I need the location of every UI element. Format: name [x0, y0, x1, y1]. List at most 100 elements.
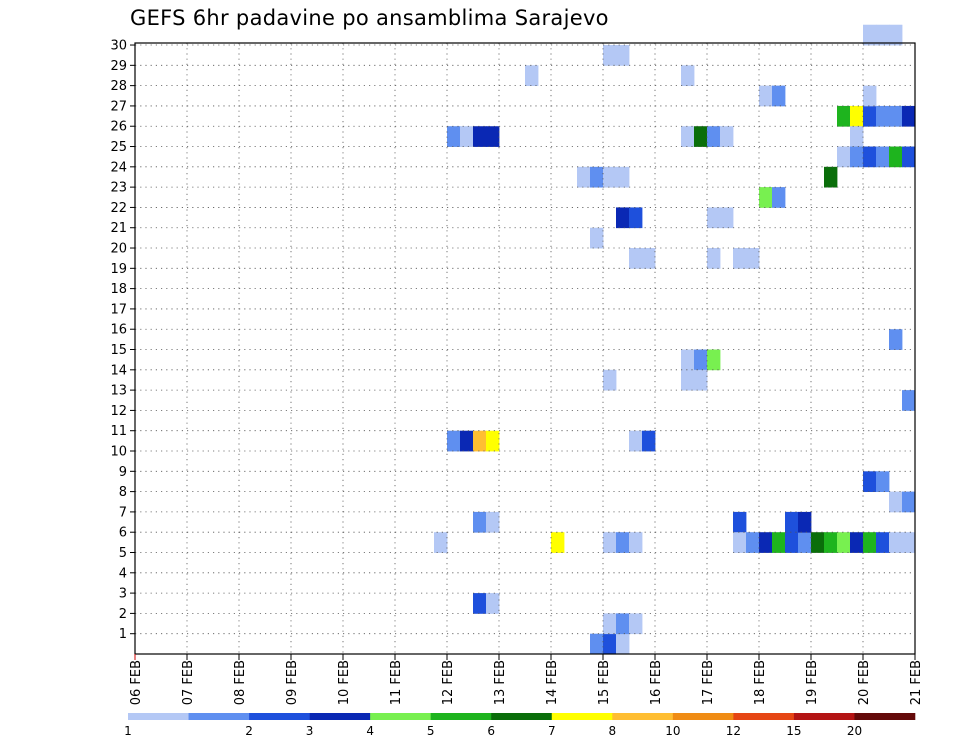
precip-cell	[759, 85, 773, 107]
precip-cell	[863, 85, 877, 107]
colorbar-segment	[370, 713, 431, 720]
y-tick-label: 23	[110, 181, 127, 196]
precip-cell	[902, 532, 916, 553]
colorbar-label: 15	[786, 724, 801, 738]
colorbar-segment	[249, 713, 310, 720]
precip-cell	[629, 430, 643, 452]
x-tick-label: 07 FEB	[181, 660, 196, 705]
precip-cell	[629, 207, 643, 229]
precip-cell	[889, 105, 903, 127]
precip-cell	[850, 532, 864, 553]
precip-cell	[603, 45, 617, 66]
precip-cell	[681, 65, 695, 87]
precip-cell	[837, 532, 851, 553]
colorbar-segment	[188, 713, 250, 720]
colorbar-segment	[854, 713, 916, 720]
y-tick-label: 2	[119, 607, 127, 622]
precip-cell	[486, 593, 500, 614]
precip-cell	[811, 532, 825, 553]
precip-cell	[876, 105, 890, 127]
precip-cell	[824, 166, 838, 188]
precip-cell	[473, 511, 487, 533]
y-tick-label: 4	[119, 566, 127, 581]
x-tick-label: 10 FEB	[337, 660, 352, 705]
precip-cell	[837, 146, 851, 168]
colorbar-label: 8	[608, 724, 616, 738]
y-tick-label: 6	[119, 526, 127, 541]
precip-cell	[694, 126, 708, 147]
y-tick-label: 15	[110, 343, 127, 358]
precip-cell	[772, 187, 786, 208]
y-tick-label: 21	[110, 221, 127, 236]
x-tick-label: 09 FEB	[285, 660, 300, 705]
y-tick-label: 19	[110, 262, 127, 277]
y-tick-label: 28	[110, 79, 127, 94]
precip-cell	[876, 532, 890, 553]
precip-cell	[486, 126, 500, 147]
precip-cell	[629, 532, 643, 553]
colorbar-label: 7	[548, 724, 556, 738]
precip-cell	[863, 471, 877, 493]
y-tick-label: 27	[110, 99, 127, 114]
precip-cell	[616, 613, 630, 635]
precip-cell	[863, 105, 877, 127]
precip-cell	[850, 126, 864, 147]
precip-cell	[603, 633, 617, 655]
precip-cell	[590, 227, 604, 249]
precip-cell	[746, 532, 760, 553]
precip-cell	[902, 105, 916, 127]
precip-cell	[486, 511, 500, 533]
precip-cell	[473, 593, 487, 614]
precip-cell	[902, 146, 916, 168]
chart-title: GEFS 6hr padavine po ansamblima Sarajevo	[130, 6, 609, 30]
precip-cell	[707, 207, 721, 229]
precip-cell	[616, 207, 630, 229]
precip-cell	[707, 248, 721, 269]
colorbar-segment	[491, 713, 553, 720]
y-tick-label: 17	[110, 302, 127, 317]
precip-cell	[603, 532, 617, 553]
precip-cell	[850, 146, 864, 168]
precip-cell	[707, 349, 721, 371]
colorbar-label: 5	[427, 724, 435, 738]
y-tick-label: 10	[110, 445, 127, 460]
precip-cell	[785, 511, 799, 533]
precip-cell	[590, 633, 604, 655]
precip-cell	[720, 126, 734, 147]
precip-cell	[486, 430, 500, 452]
precip-cell	[876, 146, 890, 168]
x-tick-label: 17 FEB	[701, 660, 716, 705]
precip-cell	[759, 187, 773, 208]
colorbar-label: 20	[847, 724, 862, 738]
precip-cell	[837, 105, 851, 127]
precip-cell	[889, 491, 903, 513]
y-tick-label: 7	[119, 505, 127, 520]
precip-cell	[798, 511, 812, 533]
colorbar-segment	[733, 713, 795, 720]
precip-cell	[577, 166, 591, 188]
precip-cell	[460, 126, 474, 147]
y-tick-label: 29	[110, 59, 127, 74]
y-tick-label: 24	[110, 160, 127, 175]
precip-cell	[694, 349, 708, 371]
precip-cell	[876, 24, 890, 46]
precip-cell	[746, 248, 760, 269]
y-tick-label: 18	[110, 282, 127, 297]
precip-cell	[551, 532, 565, 553]
y-tick-label: 22	[110, 201, 127, 216]
precip-cell	[681, 369, 695, 391]
precip-cell	[733, 248, 747, 269]
colorbar-label: 6	[487, 724, 495, 738]
precip-cell	[824, 532, 838, 553]
precip-cell	[772, 532, 786, 553]
colorbar-label: 12	[726, 724, 741, 738]
precip-cell	[733, 511, 747, 533]
colorbar-label: 4	[366, 724, 374, 738]
y-tick-label: 12	[110, 404, 127, 419]
x-tick-label: 16 FEB	[649, 660, 664, 705]
plot-frame	[134, 42, 916, 655]
colorbar-label: 1	[124, 724, 132, 738]
precip-cell	[863, 532, 877, 553]
precip-cell	[863, 24, 877, 46]
